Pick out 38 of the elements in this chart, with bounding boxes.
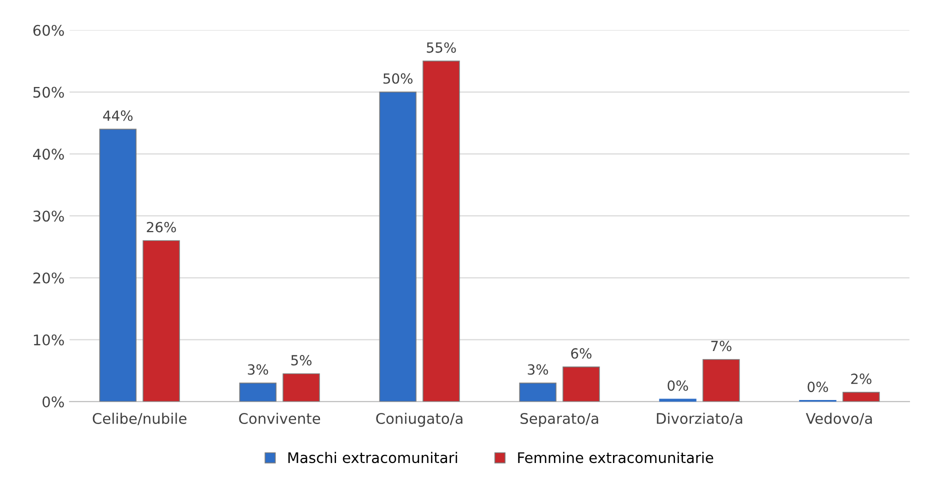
bar bbox=[422, 60, 460, 402]
bar bbox=[379, 92, 416, 402]
data-label: 55% bbox=[426, 42, 456, 53]
x-tick-label: Celibe/nubile bbox=[92, 412, 186, 426]
bar bbox=[239, 382, 276, 402]
legend-label: Femmine extracomunitarie bbox=[518, 452, 714, 464]
data-label: 50% bbox=[383, 73, 413, 84]
y-tick-label: 60% bbox=[33, 24, 64, 36]
x-tick-label: Convivente bbox=[239, 412, 320, 424]
bar bbox=[142, 240, 180, 402]
bar bbox=[562, 366, 600, 402]
bar bbox=[519, 382, 556, 402]
bar bbox=[659, 398, 696, 402]
y-tick-label: 30% bbox=[33, 210, 64, 222]
data-label: 0% bbox=[808, 382, 828, 392]
data-label: 6% bbox=[571, 348, 592, 359]
data-label: 7% bbox=[711, 340, 732, 352]
data-label: 0% bbox=[668, 380, 688, 391]
bar bbox=[99, 128, 137, 402]
bar bbox=[702, 359, 740, 402]
y-tick-label: 40% bbox=[33, 148, 64, 160]
data-label: 3% bbox=[248, 364, 268, 375]
data-label: 3% bbox=[528, 364, 548, 375]
y-tick-label: 20% bbox=[33, 272, 64, 284]
legend-label: Maschi extracomunitari bbox=[288, 452, 458, 464]
y-tick-label: 50% bbox=[33, 86, 64, 98]
x-tick-label: Separato/a bbox=[520, 412, 598, 427]
data-label: 2% bbox=[851, 374, 872, 384]
bar bbox=[282, 373, 320, 402]
x-tick-label: Vedovo/a bbox=[806, 412, 872, 426]
data-label: 44% bbox=[103, 110, 133, 121]
x-tick-label: Divorziato/a bbox=[656, 412, 742, 426]
y-tick-label: 10% bbox=[34, 334, 64, 346]
data-label: 26% bbox=[146, 222, 176, 232]
x-tick-label: Coniugato/a bbox=[376, 412, 462, 427]
bar bbox=[842, 392, 880, 402]
data-label: 5% bbox=[291, 354, 312, 366]
y-tick-label: 0% bbox=[42, 396, 64, 408]
